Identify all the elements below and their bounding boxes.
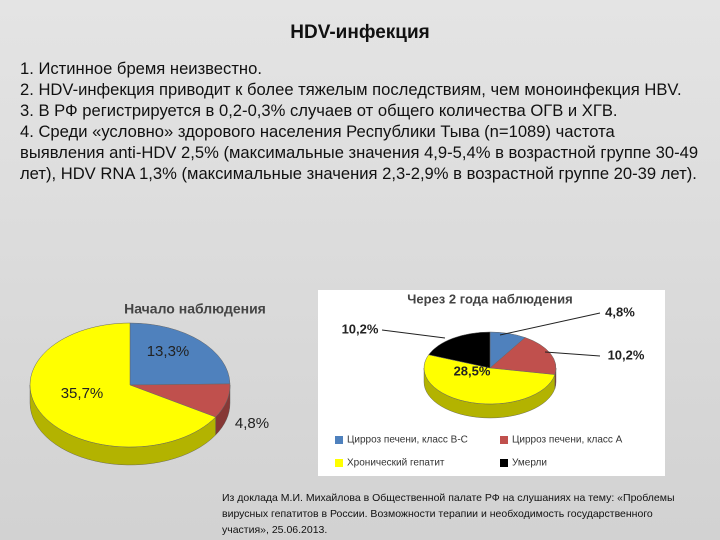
data-label: 35,7% bbox=[61, 385, 104, 402]
legend-swatch bbox=[335, 436, 343, 444]
pie-slice bbox=[428, 331, 491, 369]
data-label: 10,2% bbox=[342, 321, 379, 336]
list-item: 1. Истинное бремя неизвестно. bbox=[20, 59, 262, 78]
slide-title: HDV-инфекция bbox=[290, 22, 430, 43]
legend-label: Цирроз печени, класс В-С bbox=[347, 435, 468, 446]
legend-label: Хронический гепатит bbox=[347, 458, 445, 469]
legend-label: Цирроз печени, класс А bbox=[512, 435, 623, 446]
leader-line bbox=[499, 312, 601, 336]
item-list: 1. Истинное бремя неизвестно. 2. HDV-инф… bbox=[20, 58, 700, 184]
data-label: 4,8% bbox=[235, 415, 269, 432]
pie-slice bbox=[29, 322, 217, 448]
list-item: 4. Среди «условно» здорового населения Р… bbox=[20, 122, 699, 183]
legend-swatch bbox=[500, 436, 508, 444]
legend-swatch bbox=[500, 459, 508, 467]
leader-line bbox=[381, 329, 446, 339]
footnote: Из доклада М.И. Михайлова в Общественной… bbox=[222, 492, 675, 536]
data-label: 13,3% bbox=[147, 343, 190, 360]
chart-title: Через 2 года наблюдения bbox=[407, 291, 572, 306]
pie-slice bbox=[129, 322, 231, 386]
legend-swatch bbox=[335, 459, 343, 467]
leader-line bbox=[544, 351, 601, 357]
data-label: 10,2% bbox=[608, 347, 645, 362]
list-item: 2. HDV-инфекция приводит к более тяжелым… bbox=[20, 80, 682, 99]
data-label: 28,5% bbox=[454, 363, 491, 378]
list-item: 3. В РФ регистрируется в 0,2-0,3% случае… bbox=[20, 101, 618, 120]
legend-label: Умерли bbox=[512, 458, 547, 469]
chart-title: Начало наблюдения bbox=[124, 301, 266, 317]
pie-slice bbox=[423, 354, 556, 405]
data-label: 4,8% bbox=[605, 304, 635, 319]
pie-slice bbox=[489, 337, 557, 375]
